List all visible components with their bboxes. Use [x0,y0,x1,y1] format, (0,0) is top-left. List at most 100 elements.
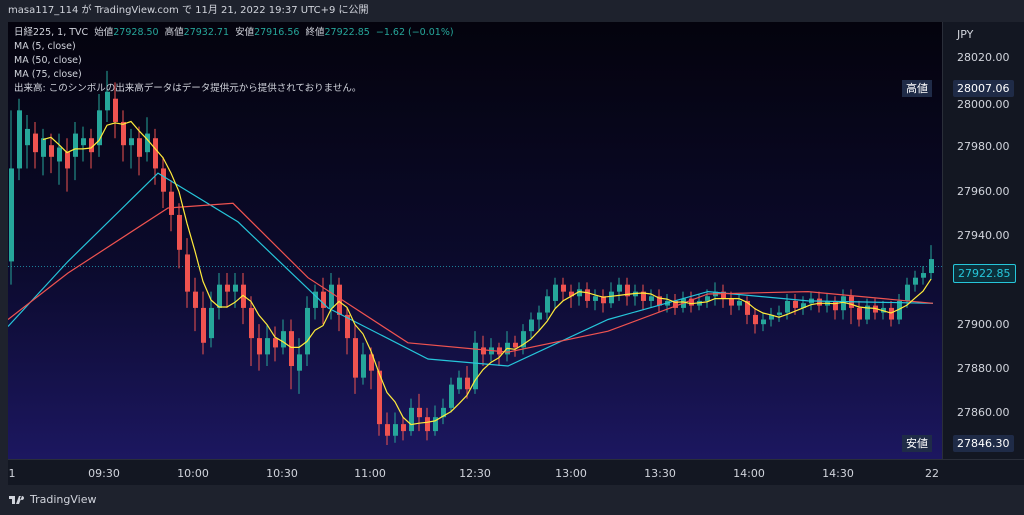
candle[interactable] [161,156,166,208]
candle[interactable] [129,128,134,169]
candle[interactable] [889,300,894,327]
candle[interactable] [121,110,126,162]
candle[interactable] [193,277,198,332]
candle[interactable] [137,126,142,176]
candle[interactable] [49,133,54,174]
candle[interactable] [785,293,790,320]
ma50-label[interactable]: MA (50, close) [14,55,82,66]
candle[interactable] [521,324,526,355]
candle[interactable] [281,319,286,355]
candle[interactable] [593,289,598,311]
candle[interactable] [529,312,534,339]
plot-pane[interactable]: 日経225, 1, TVC 始値27928.50 高値27932.71 安値27… [8,22,942,459]
tradingview-logo[interactable]: TradingView [8,493,96,506]
candle[interactable] [777,305,782,322]
candle[interactable] [81,126,86,162]
candle[interactable] [585,282,590,308]
candle[interactable] [449,377,454,413]
candle[interactable] [33,121,38,169]
candle[interactable] [417,393,422,432]
chart-area[interactable]: 日経225, 1, TVC 始値27928.50 高値27932.71 安値27… [8,22,1024,485]
price-axis[interactable]: JPY 28020.00 28000.00 27980.00 27960.00 … [942,22,1024,459]
candle[interactable] [609,282,614,308]
candle[interactable] [369,347,374,390]
candle[interactable] [241,273,246,325]
candle[interactable] [737,293,742,311]
candle[interactable] [721,284,726,308]
candle[interactable] [745,296,750,325]
candle[interactable] [73,121,78,181]
candle[interactable] [177,203,182,269]
candle[interactable] [729,291,734,315]
candle[interactable] [89,128,94,169]
candle[interactable] [761,312,766,332]
candle[interactable] [57,133,62,185]
ma75-label[interactable]: MA (75, close) [14,69,82,80]
candle[interactable] [849,289,854,325]
candle[interactable] [185,238,190,308]
candle[interactable] [289,319,294,390]
candle[interactable] [457,370,462,394]
candle[interactable] [817,291,822,313]
candle[interactable] [313,284,318,320]
candle[interactable] [577,282,582,306]
candle[interactable] [441,398,446,425]
candle[interactable] [401,417,406,441]
candle[interactable] [377,361,382,436]
candle[interactable] [257,324,262,371]
candle[interactable] [865,298,870,325]
candle[interactable] [641,284,646,311]
ma5-label[interactable]: MA (5, close) [14,41,76,52]
candle[interactable] [537,305,542,332]
candle[interactable] [265,324,270,367]
candle[interactable] [353,324,358,394]
candle[interactable] [841,289,846,320]
candle[interactable] [17,98,22,181]
candle[interactable] [753,307,758,334]
candle[interactable] [545,289,550,320]
candle[interactable] [553,277,558,308]
candle[interactable] [409,398,414,436]
candle[interactable] [217,273,222,320]
candle[interactable] [601,289,606,313]
time-axis[interactable]: 1 09:30 10:00 10:30 11:00 12:30 13:00 13… [8,459,1024,485]
candle[interactable] [561,277,566,301]
candle[interactable] [673,293,678,315]
candle[interactable] [321,277,326,325]
candle[interactable] [929,245,934,281]
candle[interactable] [9,110,14,285]
candle[interactable] [857,300,862,327]
candle[interactable] [225,273,230,308]
candle[interactable] [689,291,694,313]
candle[interactable] [481,335,486,367]
candle[interactable] [913,270,918,292]
price-chart[interactable] [8,22,942,459]
candle[interactable] [489,338,494,362]
candle[interactable] [41,128,46,176]
candle[interactable] [505,331,510,362]
candle[interactable] [465,366,470,399]
candle[interactable] [329,273,334,320]
candle[interactable] [657,289,662,313]
symbol-label[interactable]: 日経225, 1, TVC [14,27,89,38]
candle[interactable] [361,342,366,385]
candle[interactable] [65,138,70,192]
candle[interactable] [833,296,838,320]
candle[interactable] [169,180,174,232]
candle[interactable] [649,289,654,308]
candle[interactable] [769,307,774,327]
candle[interactable] [25,114,30,169]
candle[interactable] [305,296,310,367]
candle[interactable] [921,266,926,285]
candle[interactable] [337,277,342,332]
candle[interactable] [209,291,214,348]
candle[interactable] [393,412,398,443]
candle[interactable] [425,407,430,441]
candle[interactable] [97,94,102,157]
candle[interactable] [201,291,206,355]
candle[interactable] [513,335,518,357]
candle[interactable] [633,284,638,306]
candle[interactable] [801,296,806,315]
candle[interactable] [385,412,390,446]
candle[interactable] [617,277,622,301]
